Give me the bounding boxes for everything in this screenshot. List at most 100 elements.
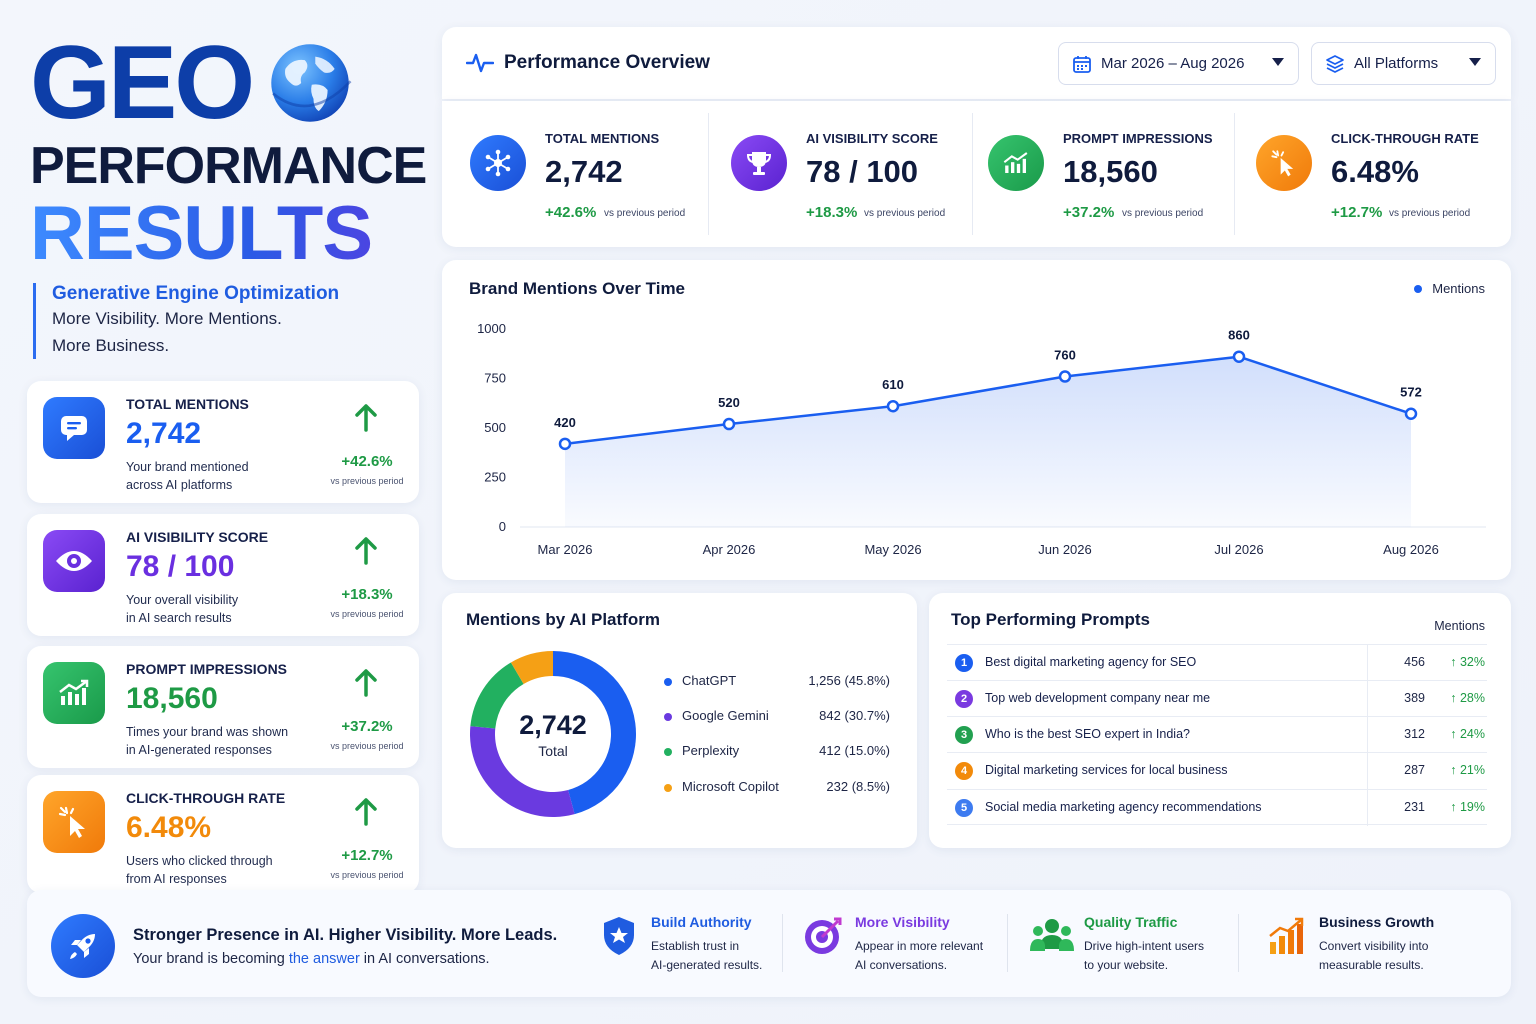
bar-growth-icon — [1265, 914, 1309, 958]
kpi-vs-label: vs previous period — [1122, 208, 1204, 219]
globe-icon — [271, 44, 352, 122]
feature-title: Business Growth — [1319, 914, 1435, 930]
feature-description: Drive high-intent users to your website. — [1084, 939, 1205, 972]
prompt-text: Top web development company near me — [985, 691, 1211, 705]
prompt-mentions: 231 — [1404, 800, 1425, 814]
rank-badge: 5 — [955, 799, 973, 817]
highlight-text: the answer — [288, 951, 360, 967]
table-row[interactable]: 2 Top web development company near me 38… — [947, 680, 1487, 717]
metric-label: TOTAL MENTIONS — [126, 396, 249, 412]
metric-label: AI VISIBILITY SCORE — [126, 529, 269, 545]
pulse-icon — [466, 53, 494, 73]
tagline-title: Generative Engine Optimization — [52, 283, 340, 304]
calendar-icon — [1072, 54, 1092, 74]
y-tick-label: 0 — [499, 519, 506, 534]
prompt-mentions: 287 — [1404, 763, 1425, 777]
rank-badge: 2 — [955, 690, 973, 708]
platform-name: Perplexity — [682, 743, 740, 758]
top-prompts-card: Top Performing Prompts Mentions 1 Best d… — [929, 593, 1511, 848]
shield-star-icon — [597, 914, 641, 958]
prompt-mentions: 312 — [1404, 727, 1425, 741]
chat-icon — [43, 397, 105, 459]
platform-legend-gemini: Google Gemini 842 (30.7%) — [664, 708, 890, 728]
x-tick-label: Jun 2026 — [1038, 542, 1092, 557]
rocket-icon — [51, 914, 115, 978]
legend-swatch — [664, 713, 672, 721]
arrow-up-icon — [355, 798, 377, 826]
data-label: 572 — [1400, 385, 1422, 400]
prompt-change: ↑ 28% — [1450, 691, 1485, 705]
kpi-change: +18.3% — [806, 204, 858, 221]
table-row[interactable]: 3 Who is the best SEO expert in India? 3… — [947, 716, 1487, 753]
kpi-ai-visibility: AI VISIBILITY SCORE 78 / 100 +18.3% vs p… — [703, 101, 961, 247]
metric-change: +18.3% — [341, 586, 393, 603]
prompt-change: ↑ 19% — [1450, 800, 1485, 814]
kpi-click-through-rate: CLICK-THROUGH RATE 6.48% +12.7% vs previ… — [1228, 101, 1486, 247]
cell-divider — [1367, 645, 1368, 681]
metric-vs-label: vs previous period — [330, 741, 404, 751]
kpi-label: PROMPT IMPRESSIONS — [1063, 131, 1213, 146]
kpi-change: +12.7% — [1331, 204, 1383, 221]
series-line — [564, 355, 1412, 446]
date-range-dropdown[interactable]: Mar 2026 – Aug 2026 — [1058, 42, 1299, 85]
metric-description: Times your brand was shown in AI-generate… — [126, 725, 289, 757]
mentions-over-time-chart: Brand Mentions Over Time Mentions 0 250 50… — [442, 260, 1511, 580]
chart-title: Mentions by AI Platform — [466, 610, 660, 629]
table-row[interactable]: 5 Social media marketing agency recommen… — [947, 789, 1487, 826]
legend-swatch — [664, 748, 672, 756]
hero-title: GEO PERFORMANCE RESULTS — [30, 28, 430, 272]
kpi-label: TOTAL MENTIONS — [545, 131, 660, 146]
platform-value: 1,256 (45.8%) — [808, 673, 890, 688]
tagline: Generative Engine Optimization More Visi… — [33, 283, 339, 359]
legend-swatch — [1414, 284, 1423, 293]
kpi-vs-label: vs previous period — [604, 208, 686, 219]
donut-total-label: Total — [538, 742, 568, 759]
data-point — [558, 437, 572, 451]
donut-slice-google-gemini — [470, 726, 575, 817]
table-row[interactable]: 1 Best digital marketing agency for SEO … — [947, 644, 1487, 681]
metric-card-prompt-impressions: PROMPT IMPRESSIONS 18,560 Times your bra… — [27, 646, 419, 768]
feature-title: Build Authority — [651, 914, 752, 930]
metric-vs-label: vs previous period — [330, 476, 404, 486]
feature-description: Establish trust in AI-generated results. — [651, 939, 763, 972]
growth-chart-icon — [988, 135, 1044, 191]
platform-dropdown[interactable]: All Platforms — [1311, 42, 1496, 85]
date-range-value: Mar 2026 – Aug 2026 — [1101, 55, 1245, 72]
metric-change: +12.7% — [341, 847, 393, 864]
prompt-text: Social media marketing agency recommenda… — [985, 800, 1262, 814]
metric-value: 6.48% — [126, 811, 212, 844]
platform-name: Microsoft Copilot — [682, 779, 779, 794]
table-row[interactable]: 4 Digital marketing services for local b… — [947, 752, 1487, 789]
data-label: 760 — [1054, 348, 1076, 363]
kpi-label: AI VISIBILITY SCORE — [806, 131, 938, 146]
users-icon — [1030, 914, 1074, 958]
platform-value: 412 (15.0%) — [819, 743, 890, 758]
data-point — [1232, 350, 1246, 363]
prompt-change: ↑ 24% — [1450, 727, 1485, 741]
y-tick-label: 1000 — [477, 321, 506, 336]
kpi-label: CLICK-THROUGH RATE — [1331, 131, 1479, 146]
data-point — [1404, 407, 1418, 420]
legend-label: Mentions — [1432, 281, 1485, 296]
kpi-divider — [1234, 113, 1235, 235]
arrow-up-icon — [355, 537, 377, 565]
mentions-by-platform-card: Mentions by AI Platform 2,742 Total Chat… — [442, 593, 917, 848]
metric-label: CLICK-THROUGH RATE — [126, 790, 286, 806]
y-tick-label: 500 — [484, 420, 506, 435]
metric-description: Your overall visibility in AI search resu… — [126, 593, 239, 625]
prompt-text: Digital marketing services for local bus… — [985, 763, 1228, 777]
feature-more-visibility: More Visibility Appear in more relevant A… — [801, 912, 1021, 976]
data-point — [1058, 370, 1072, 383]
arrow-up-icon — [355, 669, 377, 697]
page-title: Performance Overview — [504, 52, 710, 73]
data-label: 420 — [554, 415, 576, 430]
series-area — [565, 356, 1411, 527]
prompt-change: ↑ 21% — [1450, 763, 1485, 777]
prompt-text: Best digital marketing agency for SEO — [985, 655, 1197, 669]
kpi-vs-label: vs previous period — [1389, 208, 1471, 219]
legend-swatch — [664, 678, 672, 686]
cell-divider — [1367, 753, 1368, 789]
data-label: 860 — [1228, 328, 1250, 343]
kpi-value: 2,742 — [545, 154, 623, 189]
donut-slice-microsoft-copilot — [510, 651, 553, 685]
